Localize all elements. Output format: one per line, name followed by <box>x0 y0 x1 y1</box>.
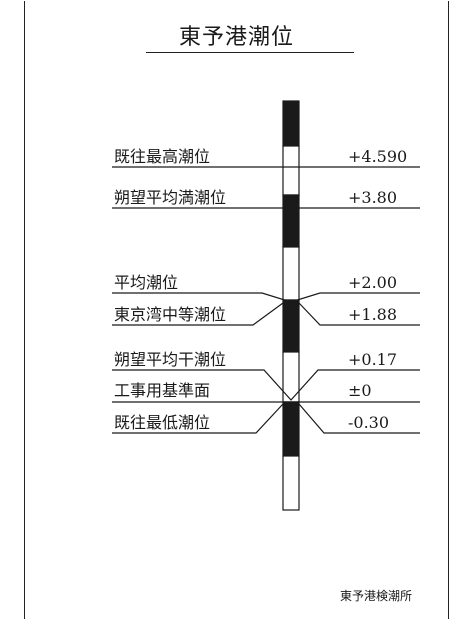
level-value-tp: +1.88 <box>348 305 398 324</box>
tide-staff <box>282 100 300 511</box>
staff-segment <box>282 194 300 248</box>
level-line-tp-right <box>298 302 420 326</box>
level-value-min: -0.30 <box>348 413 390 432</box>
title-underline <box>146 52 354 53</box>
level-label-hwl: 朔望平均満潮位 <box>114 188 227 207</box>
station-name: 東予港検潮所 <box>340 589 413 603</box>
page-title: 東予港潮位 <box>178 25 294 50</box>
staff-segment <box>282 145 300 196</box>
level-line-min <box>112 403 284 434</box>
staff-segment <box>282 455 300 511</box>
level-value-msl: +2.00 <box>348 273 398 292</box>
level-line-msl <box>112 292 420 303</box>
level-label-tp: 東京湾中等潮位 <box>114 305 227 324</box>
staff-segment <box>282 246 300 301</box>
level-label-min: 既往最低潮位 <box>114 413 211 432</box>
staff-segment <box>282 401 300 457</box>
tide-board <box>24 1 449 619</box>
staff-segment <box>282 100 300 147</box>
level-value-lwl: +0.17 <box>348 350 398 369</box>
level-line-min-right <box>298 403 420 434</box>
level-lines <box>112 166 420 434</box>
staff-segment <box>282 299 300 353</box>
level-label-max: 既往最高潮位 <box>114 147 211 166</box>
level-line-tp <box>112 302 284 326</box>
level-label-msl: 平均潮位 <box>114 273 179 292</box>
level-label-lwl: 朔望平均干潮位 <box>114 350 227 369</box>
level-value-datum: ±0 <box>348 381 372 400</box>
level-line-lwl <box>112 369 420 401</box>
level-label-datum: 工事用基準面 <box>114 381 211 400</box>
level-value-hwl: +3.80 <box>348 188 398 207</box>
level-value-max: +4.590 <box>348 147 408 166</box>
